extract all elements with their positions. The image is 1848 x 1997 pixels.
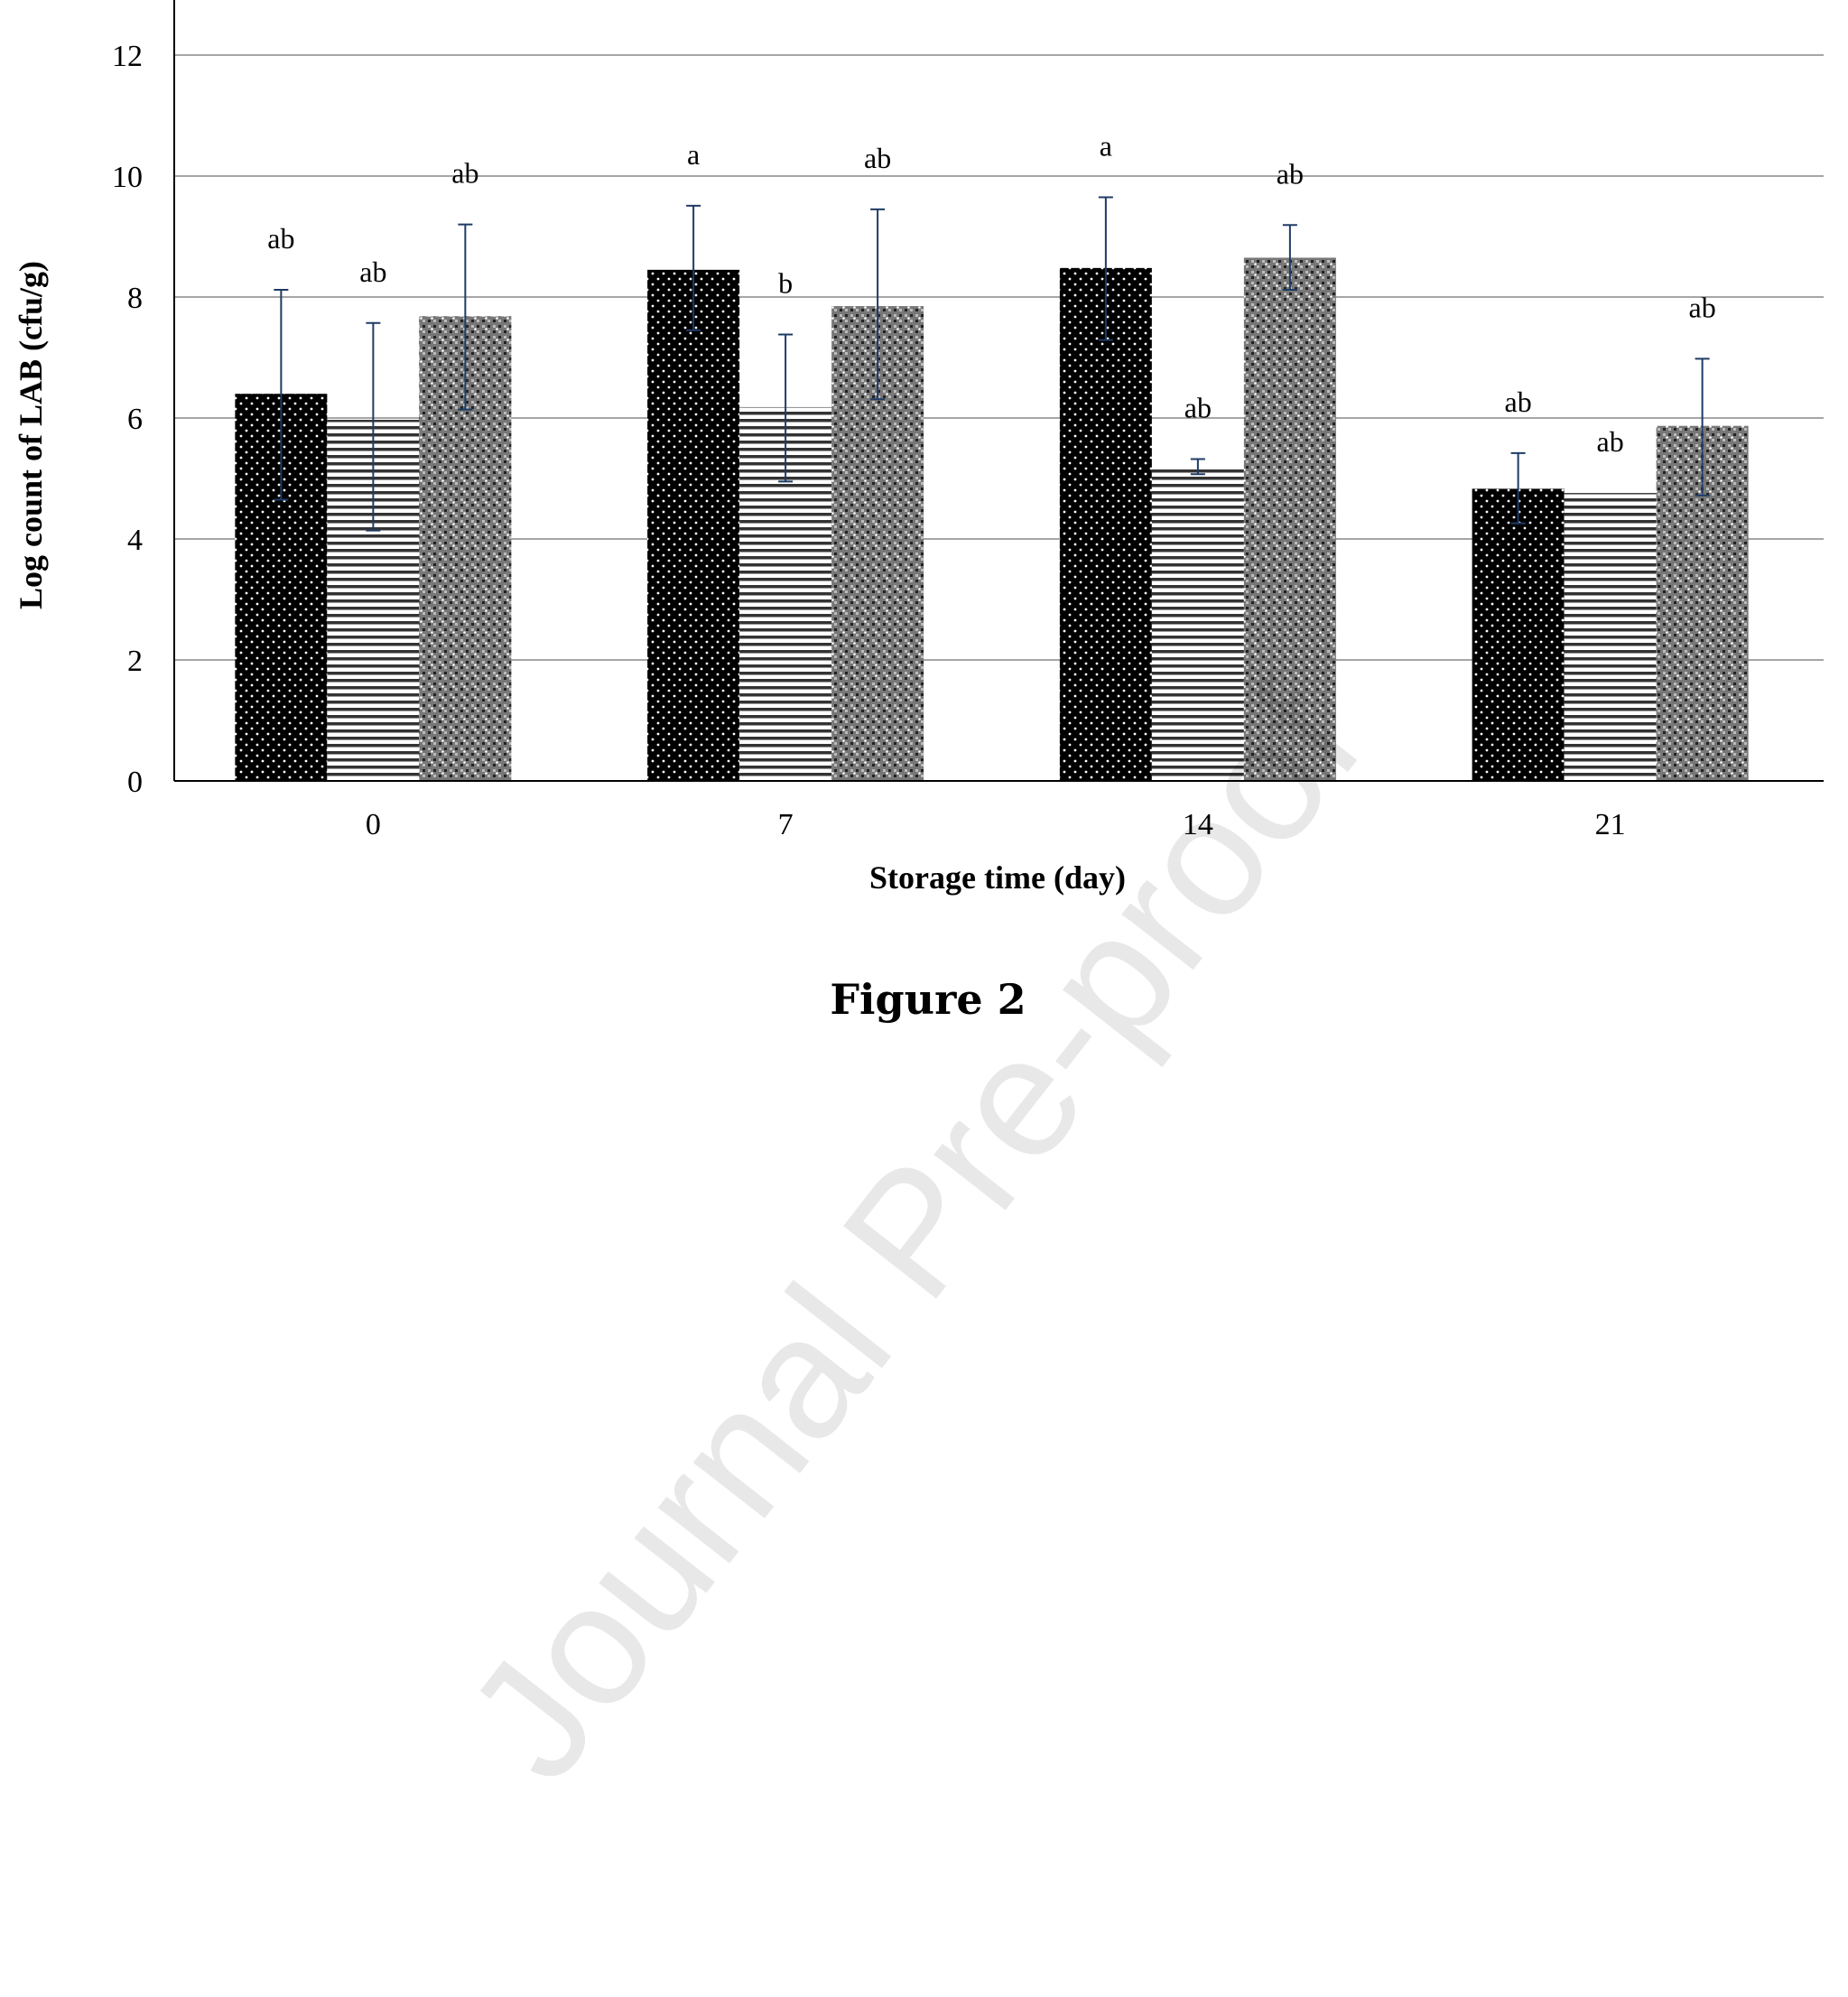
significance-letter: ab [267,222,294,255]
y-tick-label: 12 [112,40,143,73]
significance-letter: ab [451,157,478,190]
significance-letter: ab [1505,385,1532,418]
bar [1564,493,1657,781]
x-axis-label: Storage time (day) [869,859,1126,896]
y-axis-label: Log count of LAB (cfu/g) [13,261,49,609]
y-tick-label: 6 [127,403,143,436]
significance-letter: ab [1689,291,1716,323]
bar [1472,488,1565,781]
significance-letter: a [1100,129,1112,162]
significance-letter: a [687,138,700,171]
x-tick-label: 21 [1595,808,1626,841]
bar [647,269,740,782]
significance-letter: ab [1184,392,1212,424]
significance-letter: ab [1277,157,1304,190]
bar [1243,257,1336,781]
y-tick-label: 8 [127,282,143,315]
y-tick-label: 4 [127,524,143,557]
y-tick-label: 2 [127,645,143,678]
significance-letter: ab [864,142,891,174]
significance-letter: b [778,267,793,300]
x-tick-label: 7 [778,808,794,841]
significance-letter: ab [359,255,386,288]
bar [1151,467,1244,781]
y-tick-label: 10 [112,161,143,194]
bar [1059,267,1152,782]
y-tick-label: 0 [127,766,143,799]
x-tick-label: 14 [1183,808,1213,841]
figure-caption: Figure 2 [830,975,1026,1024]
significance-letter: ab [1597,425,1624,458]
x-tick-label: 0 [366,808,381,841]
